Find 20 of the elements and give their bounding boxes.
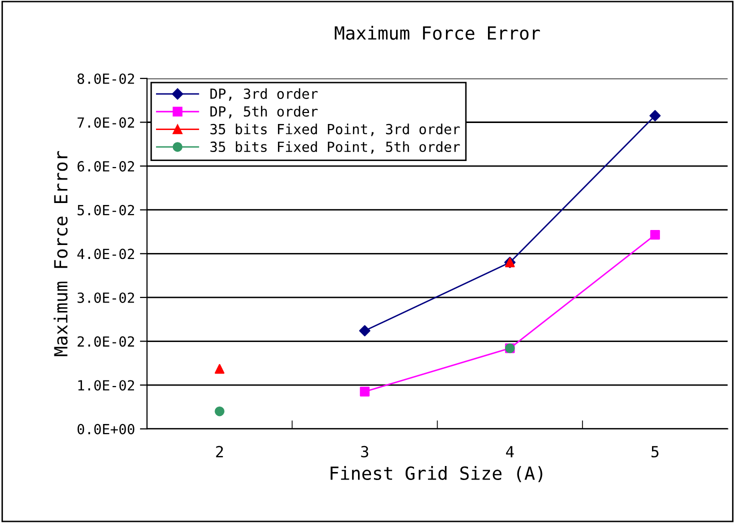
y-tick-label: 6.0E-02	[78, 161, 134, 172]
chart-title: Maximum Force Error	[334, 26, 540, 40]
legend-label: 35 bits Fixed Point, 3rd order	[210, 124, 460, 136]
legend-label: DP, 3rd order	[210, 88, 318, 101]
y-tick-label: 1.0E-02	[78, 380, 134, 391]
x-tick-label: 4	[506, 446, 514, 458]
x-tick-label: 3	[361, 446, 368, 458]
y-tick-label: 3.0E-02	[78, 292, 134, 303]
y-tick-label: 2.0E-02	[78, 336, 134, 347]
x-tick-label: 5	[652, 446, 658, 458]
y-tick-label: 0.0E+00	[78, 424, 134, 434]
y-tick-label: 8.0E-02	[78, 73, 134, 84]
legend-label: DP, 5th order	[210, 106, 318, 118]
y-axis-title: Maximum Force Error	[54, 151, 68, 356]
y-tick-label: 7.0E-02	[78, 117, 134, 128]
legend-label: 35 bits Fixed Point, 5th order	[210, 141, 460, 154]
y-tick-label: 5.0E-02	[78, 204, 134, 216]
x-axis-title: Finest Grid Size (A)	[330, 466, 542, 482]
y-tick-label: 4.0E-02	[77, 248, 134, 260]
x-tick-label: 2	[216, 446, 223, 458]
